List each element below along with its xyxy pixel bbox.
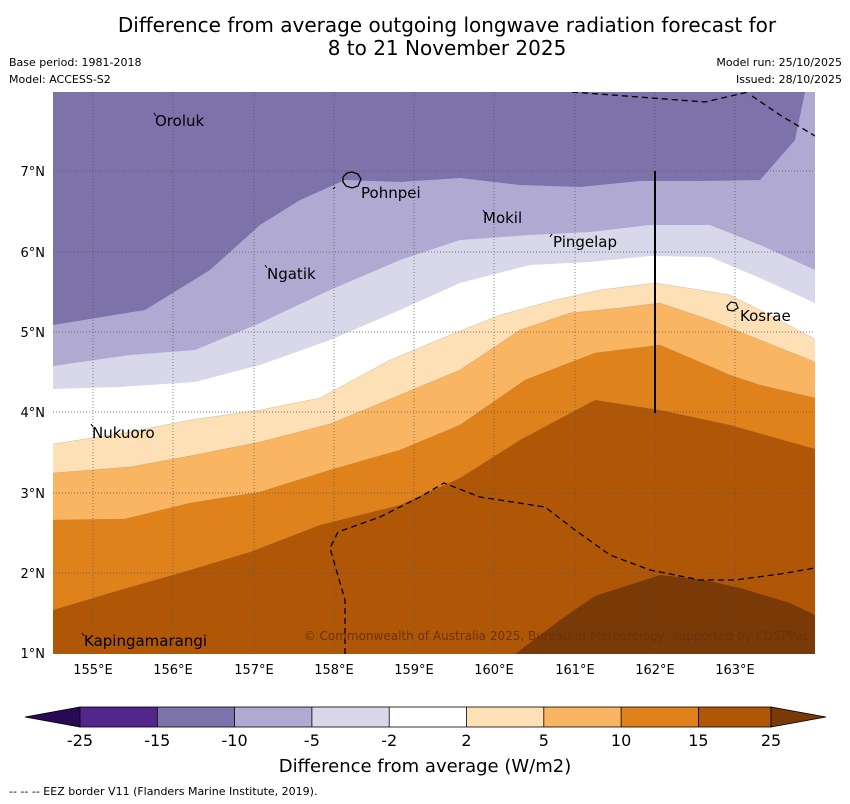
y-tick-label: 5°N xyxy=(21,326,46,341)
x-tick-label: 157°E xyxy=(234,663,274,678)
issued-date: Issued: 28/10/2025 xyxy=(735,73,842,86)
x-tick-label: 155°E xyxy=(73,663,113,678)
x-tick-label: 163°E xyxy=(715,663,755,678)
colorbar-bin xyxy=(543,707,622,727)
y-tick-label: 3°N xyxy=(21,487,46,502)
title-line-2: 8 to 21 November 2025 xyxy=(327,36,567,60)
colorbar-bin xyxy=(311,707,390,727)
x-tick-label: 159°E xyxy=(394,663,434,678)
label-kosrae: Kosrae xyxy=(740,307,791,325)
y-tick-label: 4°N xyxy=(21,406,46,421)
colorbar-bin xyxy=(389,707,467,727)
colorbar-tick-label: -25 xyxy=(67,731,93,750)
meta-left: Base period: 1981-2018 Model: ACCESS-S2 xyxy=(9,54,141,88)
kosrae-island xyxy=(726,301,739,312)
x-tick-label: 156°E xyxy=(153,663,193,678)
colorbar-tick-label: -10 xyxy=(222,731,248,750)
colorbar-bin xyxy=(621,707,699,727)
colorbar-bin xyxy=(698,707,771,727)
colorbar-bin xyxy=(466,707,544,727)
colorbar-right-arrow xyxy=(770,706,827,728)
contour-lines xyxy=(53,282,815,611)
label-pohnpei: Pohnpei xyxy=(361,184,421,202)
x-tick-label: 158°E xyxy=(314,663,354,678)
y-tick-label: 2°N xyxy=(21,567,46,582)
x-axis-labels: 155°E 156°E 157°E 158°E 159°E 160°E 161°… xyxy=(73,663,755,678)
pohnpei-islet xyxy=(332,186,336,190)
eez-border-north xyxy=(571,92,749,103)
colorbar-tick-label: 2 xyxy=(461,731,471,750)
model-run: Model run: 25/10/2025 xyxy=(716,56,842,69)
colorbar-bin xyxy=(234,707,312,727)
colorbar-tick-label: -2 xyxy=(381,731,397,750)
x-tick-label: 162°E xyxy=(635,663,675,678)
band-plus-25 xyxy=(515,575,815,654)
atoll-marks xyxy=(81,112,553,637)
colorbar-tick-label: 10 xyxy=(611,731,631,750)
colorbar-bin xyxy=(157,707,235,727)
colorbar-tick-label: 5 xyxy=(539,731,549,750)
y-tick-label: 6°N xyxy=(21,246,46,261)
colorbar-dividers xyxy=(156,707,699,727)
colorbar-tick-label: 15 xyxy=(688,731,708,750)
label-nukuoro: Nukuoro xyxy=(92,424,155,442)
label-mokil: Mokil xyxy=(483,209,522,227)
eez-footnote: -- -- -- EEZ border V11 (Flanders Marine… xyxy=(9,785,318,798)
y-tick-label: 7°N xyxy=(21,165,46,180)
eez-borders xyxy=(329,92,815,654)
map-area: Oroluk Pohnpei Mokil Pingelap Ngatik Kos… xyxy=(53,92,815,654)
y-axis-labels: 1°N 2°N 3°N 4°N 5°N 6°N 7°N xyxy=(21,165,46,662)
base-period: Base period: 1981-2018 xyxy=(9,56,142,69)
colorbar: -25 -15 -10 -5 -2 2 5 10 15 25 Differenc… xyxy=(24,706,827,777)
meta-right: Model run: 25/10/2025 Issued: 28/10/2025 xyxy=(716,54,842,88)
label-kapingamarangi: Kapingamarangi xyxy=(84,632,207,650)
title-line-1: Difference from average outgoing longwav… xyxy=(117,13,777,37)
x-tick-label: 160°E xyxy=(474,663,514,678)
label-ngatik: Ngatik xyxy=(267,265,316,283)
colorbar-bin xyxy=(80,707,158,727)
colorbar-ticks: -25 -15 -10 -5 -2 2 5 10 15 25 xyxy=(67,731,781,750)
map-title: Difference from average outgoing longwav… xyxy=(0,14,850,60)
eez-border-northeast xyxy=(751,95,815,137)
colorbar-tick-label: 25 xyxy=(761,731,781,750)
model-name: Model: ACCESS-S2 xyxy=(9,73,111,86)
label-oroluk: Oroluk xyxy=(155,112,204,130)
pohnpei-island xyxy=(342,171,362,189)
colorbar-tick-label: -15 xyxy=(144,731,170,750)
copyright-text: © Commonwealth of Australia 2025, Bureau… xyxy=(304,629,809,643)
x-tick-label: 161°E xyxy=(555,663,595,678)
colorbar-outline xyxy=(79,706,772,728)
colorbar-tick-label: -5 xyxy=(304,731,320,750)
colorbar-label: Difference from average (W/m2) xyxy=(279,756,571,777)
label-pingelap: Pingelap xyxy=(553,233,617,251)
colorbar-left-arrow xyxy=(24,706,81,728)
eez-border-south xyxy=(329,482,815,654)
y-tick-label: 1°N xyxy=(21,647,46,662)
